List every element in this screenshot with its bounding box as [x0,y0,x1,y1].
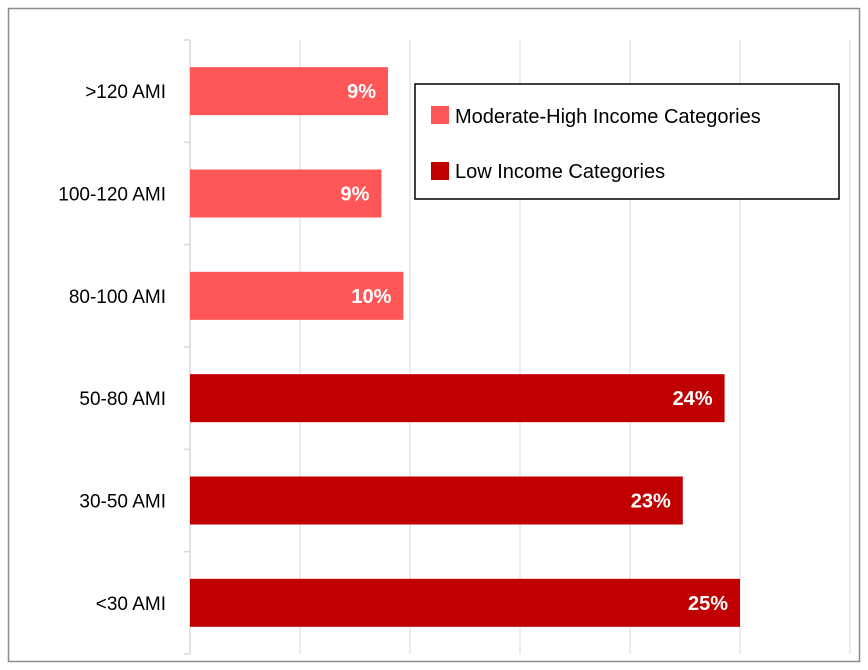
legend-swatch-low [431,162,449,180]
bars [190,67,740,627]
data-label: 24% [673,388,713,410]
bar [190,578,740,627]
data-label: 23% [631,491,671,513]
labels: 9% >120 AMI 9% 100-120 AMI 10% 80-100 AMI 24% 5… [58,81,728,615]
bar [190,67,388,116]
legend-label-low: Low Income Categories [455,161,665,183]
bar [190,169,382,218]
bar [190,271,404,320]
y-axis [184,39,191,655]
y-tick-label: 50-80 AMI [79,389,166,410]
data-label: 9% [347,81,376,103]
legend-swatch-moderate-high [431,106,449,124]
data-label: 10% [351,286,391,308]
bar [190,374,725,423]
y-tick-label: >120 AMI [85,82,166,103]
y-tick-label: 100-120 AMI [58,185,166,206]
legend: Moderate-High Income Categories Low Inco… [414,83,840,200]
y-tick-label: <30 AMI [96,594,166,615]
data-label: 25% [688,593,728,615]
y-tick-label: 30-50 AMI [79,492,166,513]
y-tick-label: 80-100 AMI [69,287,166,308]
legend-label-moderate-high: Moderate-High Income Categories [455,106,761,128]
data-label: 9% [340,184,369,206]
bar [190,476,683,525]
legend-box [414,83,840,200]
